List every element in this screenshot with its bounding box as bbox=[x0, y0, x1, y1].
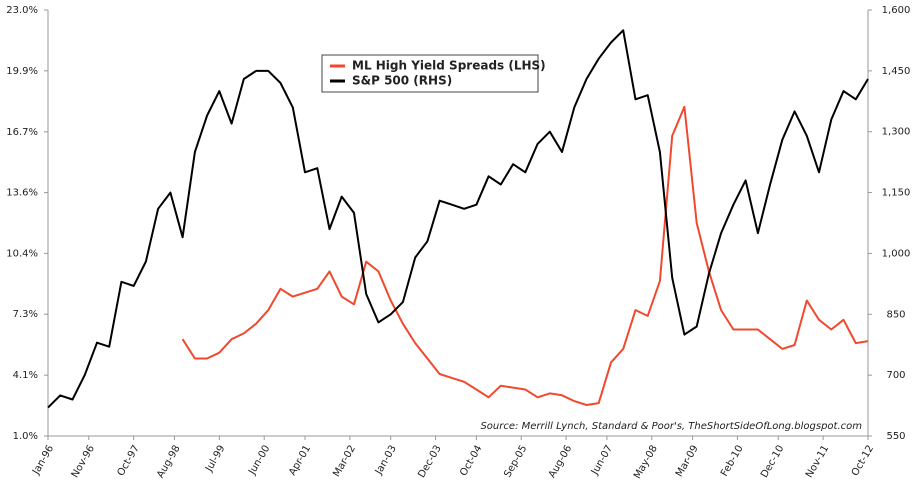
legend-label: ML High Yield Spreads (LHS) bbox=[352, 59, 546, 73]
y2-tick-label: 1,600 bbox=[882, 5, 911, 16]
x-tick-label: Dec-10 bbox=[759, 444, 786, 480]
y-tick-label: 1.0% bbox=[13, 431, 38, 442]
y2-tick-label: 1,000 bbox=[882, 248, 911, 259]
y-tick-label: 13.6% bbox=[6, 188, 38, 199]
x-tick-label: Oct-97 bbox=[116, 444, 142, 479]
x-tick-label: Feb-10 bbox=[719, 444, 746, 479]
x-tick-label: Oct-12 bbox=[850, 444, 876, 479]
x-tick-label: Jul-99 bbox=[203, 444, 227, 475]
series-line bbox=[181, 105, 869, 406]
legend-box bbox=[321, 54, 539, 93]
x-tick-label: Jun-07 bbox=[589, 444, 615, 478]
series-line bbox=[47, 29, 869, 409]
y-tick-label: 16.7% bbox=[6, 127, 38, 138]
y2-tick-label: 1,300 bbox=[882, 127, 911, 138]
x-tick-label: Mar-02 bbox=[331, 444, 358, 479]
y2-tick-label: 700 bbox=[886, 370, 905, 381]
y2-tick-label: 550 bbox=[886, 431, 905, 442]
y-tick-label: 23.0% bbox=[6, 5, 38, 16]
x-tick-label: Apr-01 bbox=[287, 444, 313, 478]
x-tick-label: Sep-05 bbox=[502, 444, 529, 480]
x-tick-label: Jan-96 bbox=[30, 444, 56, 478]
y2-tick-label: 850 bbox=[886, 309, 905, 320]
y2-tick-label: 1,150 bbox=[882, 188, 911, 199]
x-tick-label: Oct-04 bbox=[458, 444, 484, 479]
legend-label: S&P 500 (RHS) bbox=[352, 74, 452, 88]
x-tick-label: Dec-03 bbox=[416, 444, 443, 480]
y-tick-label: 4.1% bbox=[13, 370, 38, 381]
x-tick-label: Aug-98 bbox=[155, 444, 182, 480]
x-tick-label: Mar-09 bbox=[674, 444, 701, 479]
x-tick-label: Nov-11 bbox=[804, 444, 831, 480]
y-tick-label: 7.3% bbox=[13, 309, 38, 320]
y-tick-label: 19.9% bbox=[6, 66, 38, 77]
x-tick-label: May-08 bbox=[632, 444, 660, 480]
x-tick-label: Jun-00 bbox=[246, 444, 272, 478]
y2-tick-label: 1,450 bbox=[882, 66, 911, 77]
y-tick-label: 10.4% bbox=[6, 248, 38, 259]
x-tick-label: Jan-03 bbox=[373, 444, 399, 478]
x-tick-label: Aug-06 bbox=[547, 444, 574, 480]
source-note: Source: Merrill Lynch, Standard & Poor's… bbox=[480, 421, 862, 432]
x-tick-label: Nov-96 bbox=[70, 444, 97, 480]
